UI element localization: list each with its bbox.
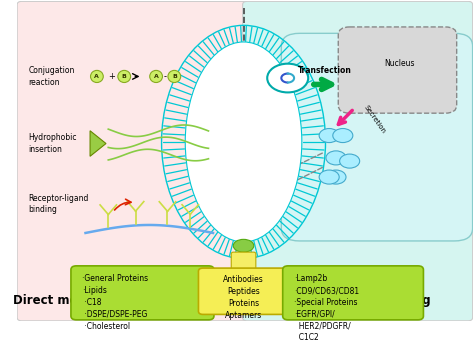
Circle shape <box>319 128 339 143</box>
Text: Receptor-ligand
binding: Receptor-ligand binding <box>28 194 89 214</box>
Text: +: + <box>108 72 115 81</box>
Text: Hydrophobic
insertion: Hydrophobic insertion <box>28 133 77 154</box>
FancyBboxPatch shape <box>17 1 247 321</box>
Ellipse shape <box>91 71 103 82</box>
FancyBboxPatch shape <box>282 33 473 241</box>
Text: B: B <box>122 74 127 79</box>
Circle shape <box>319 170 339 184</box>
Bar <box>187 284 300 298</box>
Text: Secretion: Secretion <box>363 104 386 135</box>
Text: ·General Proteins
·Lipids
 ·C18
 ·DSPE/DSPE-PEG
 ·Cholesterol: ·General Proteins ·Lipids ·C18 ·DSPE/DSP… <box>82 274 148 331</box>
Ellipse shape <box>233 239 254 252</box>
Text: Genetic engineering: Genetic engineering <box>296 293 430 306</box>
Ellipse shape <box>185 42 302 242</box>
Circle shape <box>333 128 353 143</box>
Polygon shape <box>90 131 106 156</box>
Text: Nucleus: Nucleus <box>384 59 415 68</box>
Ellipse shape <box>150 71 163 82</box>
Text: Conjugation
reaction: Conjugation reaction <box>28 66 75 86</box>
Text: Transfection: Transfection <box>298 66 352 74</box>
FancyBboxPatch shape <box>231 252 256 276</box>
Text: -: - <box>164 72 167 81</box>
Text: Direct modification: Direct modification <box>13 293 140 306</box>
Ellipse shape <box>118 71 131 82</box>
FancyBboxPatch shape <box>283 266 423 320</box>
Circle shape <box>267 64 308 92</box>
Text: Antibodies
Peptides
Proteins
Aptamers: Antibodies Peptides Proteins Aptamers <box>223 275 264 319</box>
FancyBboxPatch shape <box>243 1 473 321</box>
Circle shape <box>340 154 360 168</box>
Circle shape <box>326 170 346 184</box>
Text: B: B <box>172 74 177 79</box>
Circle shape <box>326 151 346 165</box>
Ellipse shape <box>168 71 181 82</box>
FancyBboxPatch shape <box>199 268 289 314</box>
Text: A: A <box>94 74 100 79</box>
FancyBboxPatch shape <box>71 266 214 320</box>
Text: A: A <box>154 74 158 79</box>
Text: ·Lamp2b
·CD9/CD63/CD81
·Special Proteins
·EGFR/GPI/
  HER2/PDGFR/
  C1C2: ·Lamp2b ·CD9/CD63/CD81 ·Special Proteins… <box>293 274 359 343</box>
FancyBboxPatch shape <box>338 27 456 113</box>
